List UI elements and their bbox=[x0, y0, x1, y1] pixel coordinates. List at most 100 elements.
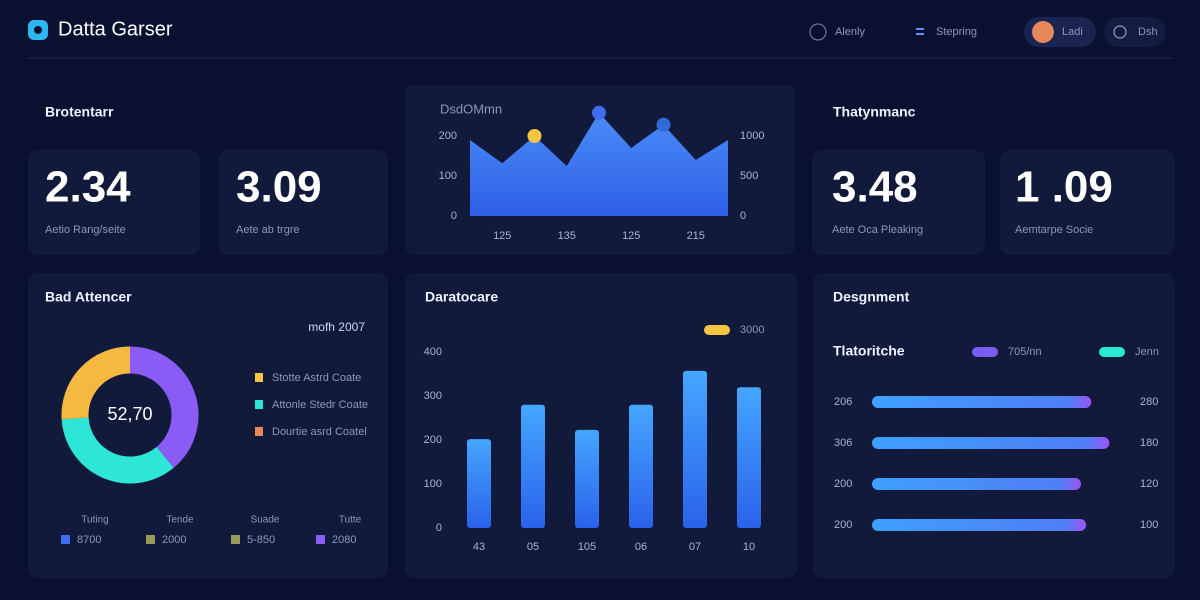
marker bbox=[592, 105, 606, 120]
row-label: 200 bbox=[834, 519, 852, 531]
end-label: 180 bbox=[1140, 437, 1158, 449]
metric-card bbox=[28, 150, 200, 255]
stat-swatch bbox=[61, 535, 70, 544]
legend-swatch bbox=[255, 373, 263, 382]
stat-swatch bbox=[316, 535, 325, 544]
bar bbox=[467, 439, 491, 528]
legend-label: Attonle Stedr Coate bbox=[272, 399, 368, 411]
x-tick-label: 10 bbox=[743, 541, 755, 553]
legend-label: 705/nn bbox=[1008, 346, 1042, 358]
stat-swatch bbox=[231, 535, 240, 544]
y-tick-label: 200 bbox=[439, 130, 457, 142]
bar bbox=[683, 370, 707, 528]
stat-value: 2000 bbox=[162, 534, 186, 546]
chart-title: Desgnment bbox=[833, 289, 910, 305]
chart-note: mofh 2007 bbox=[308, 320, 365, 334]
chart-subtitle: Tlatoritche bbox=[833, 343, 905, 359]
legend-label: Dourtie asrd Coatel bbox=[272, 426, 367, 438]
metric-card bbox=[1000, 150, 1175, 255]
marker bbox=[656, 117, 671, 132]
hbar bbox=[872, 478, 1081, 490]
legend-label: 3000 bbox=[740, 324, 764, 336]
row-label: 206 bbox=[834, 396, 852, 408]
y-tick-label: 100 bbox=[424, 478, 442, 490]
x-tick-label: 135 bbox=[558, 230, 576, 242]
stat-label: Tuting bbox=[81, 515, 108, 526]
metric-value: 1 .09 bbox=[1015, 163, 1113, 212]
x-tick-label: 125 bbox=[622, 230, 640, 242]
chart-title: Daratocare bbox=[425, 289, 498, 305]
hbar bbox=[872, 437, 1110, 449]
x-tick-label: 06 bbox=[635, 541, 647, 553]
donut-center: 52,70 bbox=[107, 404, 152, 424]
y-tick-label: 0 bbox=[436, 522, 442, 534]
stat-value: 5-850 bbox=[247, 534, 275, 546]
bar bbox=[521, 404, 545, 528]
legend-swatch bbox=[1099, 347, 1125, 357]
x-tick-label: 43 bbox=[473, 541, 485, 553]
metric-value: 3.48 bbox=[832, 163, 918, 212]
stat-label: Tende bbox=[166, 515, 194, 526]
metric-card bbox=[812, 150, 985, 255]
action-button[interactable] bbox=[1104, 17, 1166, 47]
marker bbox=[527, 129, 542, 143]
chart-title: Bad Attencer bbox=[45, 289, 132, 305]
x-tick-label: 215 bbox=[687, 230, 705, 242]
x-tick-label: 105 bbox=[578, 541, 596, 553]
legend-label: Stotte Astrd Coate bbox=[272, 372, 361, 384]
nav-icon bbox=[809, 23, 827, 41]
hbar-panel bbox=[813, 273, 1175, 578]
metric-value: 2.34 bbox=[45, 163, 131, 212]
bar bbox=[737, 387, 761, 528]
hbar bbox=[872, 396, 1092, 408]
avatar bbox=[1032, 21, 1054, 43]
section-title: Brotentarr bbox=[45, 104, 114, 120]
x-tick-label: 125 bbox=[493, 230, 511, 242]
action-icon bbox=[1113, 25, 1127, 39]
legend-label: Jenn bbox=[1135, 346, 1159, 358]
logo-dot bbox=[34, 26, 42, 34]
legend-swatch bbox=[255, 400, 263, 409]
y-tick-label: 0 bbox=[451, 210, 457, 222]
stat-label: Suade bbox=[251, 515, 280, 526]
brand: Datta Garser bbox=[58, 18, 173, 40]
end-label: 100 bbox=[1140, 519, 1158, 531]
y2-tick-label: 1000 bbox=[740, 130, 764, 142]
action-label: Dsh bbox=[1138, 26, 1158, 38]
donut-segment bbox=[129, 346, 199, 468]
end-label: 280 bbox=[1140, 396, 1158, 408]
metric-label: Aetio Rang/seite bbox=[45, 224, 126, 236]
metric-label: Aemtarpe Socie bbox=[1015, 224, 1093, 236]
y-tick-label: 400 bbox=[424, 346, 442, 358]
row-label: 306 bbox=[834, 437, 852, 449]
row-label: 200 bbox=[834, 478, 852, 490]
bar bbox=[629, 404, 653, 528]
y2-tick-label: 0 bbox=[740, 210, 746, 222]
x-tick-label: 05 bbox=[527, 541, 539, 553]
metric-value: 3.09 bbox=[236, 163, 322, 212]
hbar bbox=[872, 519, 1087, 531]
legend-swatch bbox=[972, 347, 998, 357]
nav-item[interactable]: Alenly bbox=[835, 26, 865, 38]
y-tick-label: 100 bbox=[439, 170, 457, 182]
bar bbox=[575, 429, 599, 528]
metric-card bbox=[218, 150, 388, 255]
chart-title: DsdOMmn bbox=[440, 101, 502, 116]
nav-icon bbox=[916, 28, 924, 30]
metric-label: Aete Oca Pleaking bbox=[832, 224, 923, 236]
stat-swatch bbox=[146, 535, 155, 544]
y2-tick-label: 500 bbox=[740, 170, 758, 182]
donut-segment bbox=[61, 416, 174, 484]
y-tick-label: 200 bbox=[424, 434, 442, 446]
legend-swatch bbox=[255, 427, 263, 436]
user-name: Ladi bbox=[1062, 26, 1083, 38]
stat-label: Tutte bbox=[339, 515, 362, 526]
y-tick-label: 300 bbox=[424, 390, 442, 402]
legend-swatch bbox=[704, 325, 730, 335]
end-label: 120 bbox=[1140, 478, 1158, 490]
stat-value: 8700 bbox=[77, 534, 101, 546]
nav-icon bbox=[916, 33, 924, 35]
nav-item[interactable]: Stepring bbox=[936, 26, 977, 38]
stat-value: 2080 bbox=[332, 534, 356, 546]
